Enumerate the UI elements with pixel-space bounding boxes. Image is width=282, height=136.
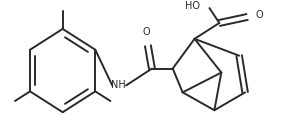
Text: O: O (255, 10, 263, 20)
Text: HO: HO (184, 1, 199, 11)
Text: NH: NH (111, 80, 125, 90)
Text: O: O (142, 27, 150, 37)
